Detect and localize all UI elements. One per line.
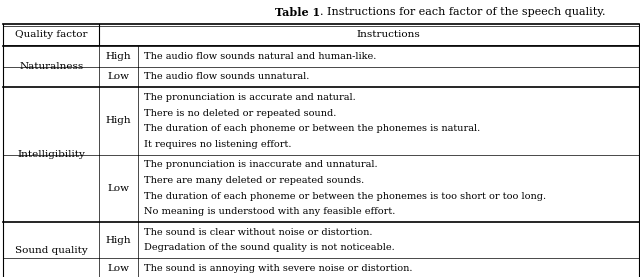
Text: High: High bbox=[106, 116, 131, 125]
Text: The duration of each phoneme or between the phonemes is natural.: The duration of each phoneme or between … bbox=[144, 124, 480, 133]
Text: Sound quality: Sound quality bbox=[15, 246, 88, 255]
Text: No meaning is understood with any feasible effort.: No meaning is understood with any feasib… bbox=[144, 207, 396, 216]
Text: The duration of each phoneme or between the phonemes is too short or too long.: The duration of each phoneme or between … bbox=[144, 192, 546, 201]
Text: The audio flow sounds unnatural.: The audio flow sounds unnatural. bbox=[144, 73, 309, 81]
Text: Table 1: Table 1 bbox=[275, 7, 320, 18]
Text: . Instructions for each factor of the speech quality.: . Instructions for each factor of the sp… bbox=[320, 7, 605, 17]
Text: Low: Low bbox=[108, 73, 129, 81]
Text: The audio flow sounds natural and human-like.: The audio flow sounds natural and human-… bbox=[144, 52, 376, 61]
Text: Quality factor: Quality factor bbox=[15, 30, 88, 39]
Text: Intelligibility: Intelligibility bbox=[17, 150, 85, 159]
Text: The sound is annoying with severe noise or distortion.: The sound is annoying with severe noise … bbox=[144, 264, 413, 273]
Text: Naturalness: Naturalness bbox=[19, 62, 83, 71]
Text: Degradation of the sound quality is not noticeable.: Degradation of the sound quality is not … bbox=[144, 243, 395, 252]
Text: Low: Low bbox=[108, 264, 129, 273]
Text: It requires no listening effort.: It requires no listening effort. bbox=[144, 140, 291, 149]
Text: There is no deleted or repeated sound.: There is no deleted or repeated sound. bbox=[144, 109, 337, 117]
Text: There are many deleted or repeated sounds.: There are many deleted or repeated sound… bbox=[144, 176, 364, 185]
Text: Instructions: Instructions bbox=[356, 30, 420, 39]
Text: High: High bbox=[106, 236, 131, 245]
Text: The pronunciation is inaccurate and unnatural.: The pronunciation is inaccurate and unna… bbox=[144, 160, 378, 169]
Text: The pronunciation is accurate and natural.: The pronunciation is accurate and natura… bbox=[144, 93, 356, 102]
Text: High: High bbox=[106, 52, 131, 61]
Text: The sound is clear without noise or distortion.: The sound is clear without noise or dist… bbox=[144, 228, 372, 237]
Text: Low: Low bbox=[108, 184, 129, 193]
